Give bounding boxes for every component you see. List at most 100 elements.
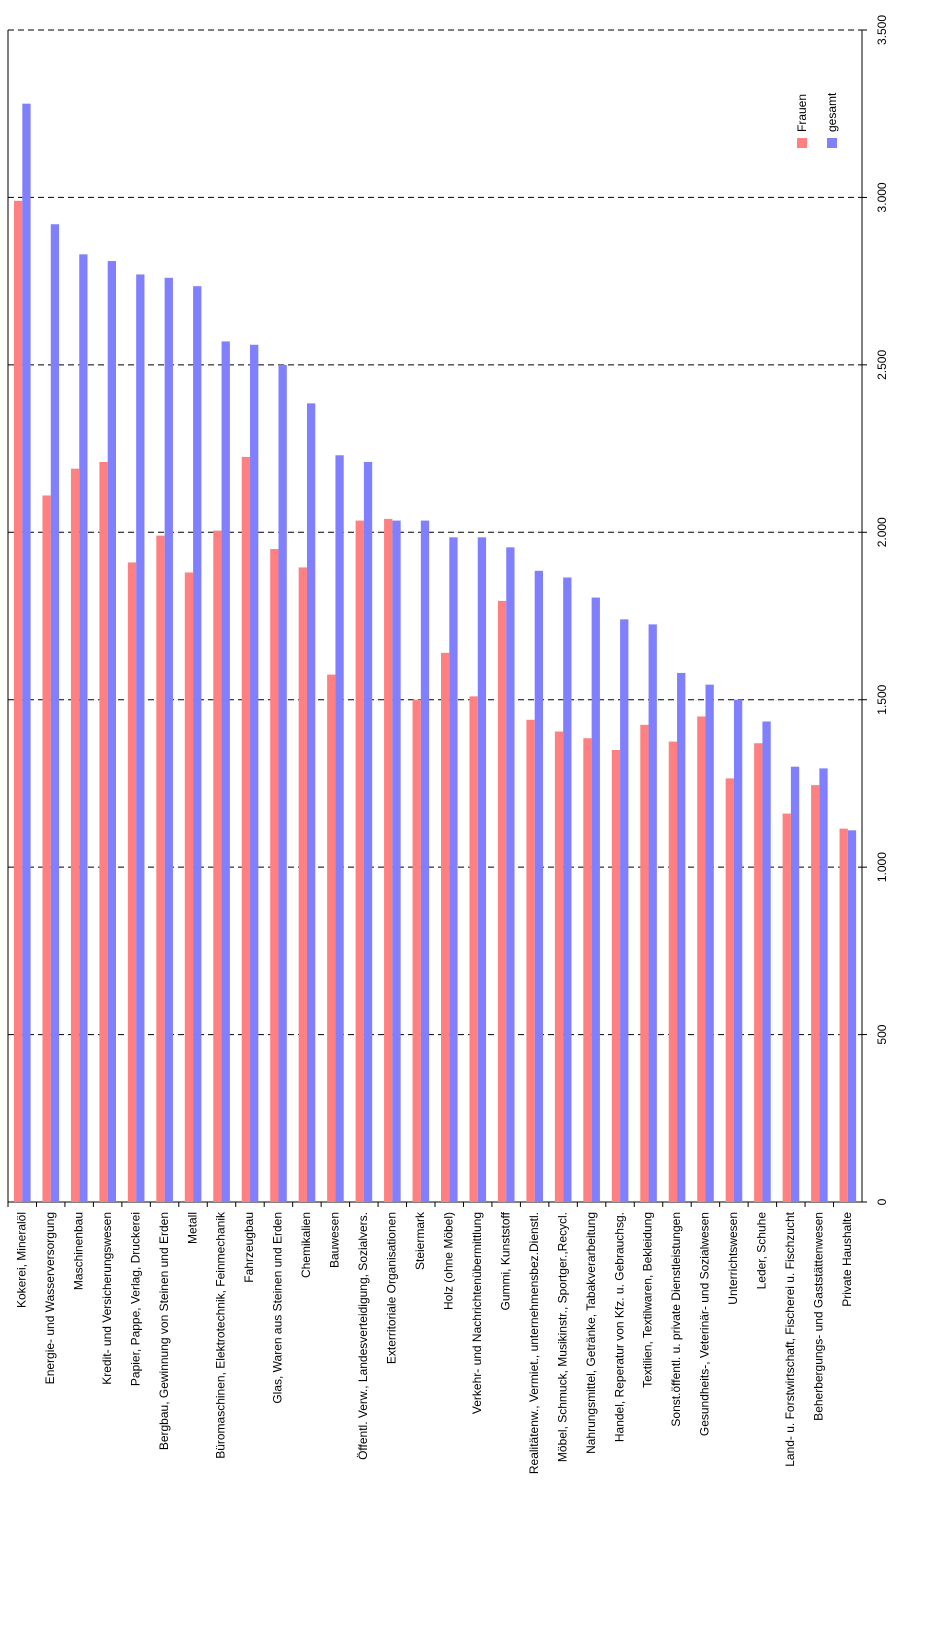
x-tick-label: Sonst.öffentl. u. private Dienstleistung… (669, 1212, 683, 1427)
bar (469, 696, 478, 1202)
y-tick-label: 2.000 (875, 517, 889, 547)
bar (107, 261, 116, 1203)
y-tick-label: 3.000 (875, 182, 889, 212)
x-tick-label: Verkehr- und Nachrichtenübermittlung (470, 1212, 484, 1414)
bar (811, 785, 820, 1202)
bar (725, 778, 734, 1202)
x-tick-label: Bergbau, Gewinnung von Steinen und Erden (157, 1212, 171, 1450)
bar (839, 828, 848, 1202)
bar (164, 277, 173, 1202)
x-tick-label: Papier, Pappe, Verlag, Druckerei (128, 1212, 142, 1386)
bar (847, 830, 857, 1202)
bar (640, 724, 649, 1202)
bar (50, 224, 60, 1202)
x-tick-label: Fahrzeugbau (242, 1212, 256, 1283)
x-tick-label: Nahrungsmittel, Getränke, Tabakverarbeit… (584, 1212, 598, 1454)
bar (583, 738, 592, 1202)
bar (213, 530, 222, 1202)
bar (384, 518, 393, 1202)
bar (250, 344, 259, 1202)
x-tick-label: Energie- und Wasserversorgung (43, 1212, 57, 1384)
bar (611, 749, 621, 1202)
bar (70, 468, 80, 1203)
x-tick-label: Chemikalien (299, 1212, 313, 1278)
bar (620, 619, 629, 1202)
bar (184, 572, 194, 1202)
bar (733, 699, 743, 1202)
bar (477, 537, 487, 1202)
bar (355, 520, 364, 1202)
bar (327, 674, 336, 1202)
bar (754, 743, 763, 1202)
bar (79, 254, 88, 1203)
x-tick-label: Realitätenw., Vermiet., unternehmensbez.… (527, 1212, 541, 1474)
y-tick-label: 1.000 (875, 852, 889, 882)
legend-label: gesamt (825, 92, 839, 132)
legend-swatch (827, 138, 837, 148)
bar (648, 624, 657, 1202)
y-tick-label: 0 (875, 1198, 889, 1205)
bar (441, 652, 450, 1202)
bar (99, 461, 108, 1203)
x-tick-label: Gummi, Kunststoff (498, 1211, 512, 1310)
bar (677, 672, 686, 1202)
x-tick-label: Glas, Waren aus Steinen und Erden (271, 1212, 285, 1404)
bar (14, 200, 23, 1202)
bar (705, 684, 714, 1202)
legend-swatch (797, 138, 807, 148)
bar (506, 547, 515, 1202)
bar (270, 549, 279, 1202)
bar (420, 520, 430, 1202)
bar (136, 274, 145, 1203)
bar (697, 716, 706, 1202)
x-tick-label: Beherbergungs- und Gaststättenwesen (812, 1212, 826, 1421)
bar (554, 731, 564, 1202)
bar (392, 520, 401, 1202)
x-tick-label: Möbel, Schmuck, Musikinstr., Sportger.,R… (555, 1212, 569, 1462)
y-tick-label: 500 (875, 1024, 889, 1044)
bar (497, 600, 507, 1202)
x-tick-label: Kredit- und Versicherungswesen (100, 1212, 114, 1385)
bar (306, 403, 316, 1202)
bar (563, 577, 572, 1202)
legend-label: Frauen (795, 94, 809, 132)
y-tick-label: 3.500 (875, 15, 889, 45)
bar (668, 741, 678, 1202)
y-tick-label: 1.500 (875, 684, 889, 714)
bar (819, 768, 828, 1202)
x-tick-label: Büromaschinen, Elektrotechnik, Feinmecha… (214, 1211, 228, 1459)
bar (534, 570, 543, 1202)
x-tick-label: Metall (185, 1212, 199, 1244)
x-tick-label: Unterrichtswesen (726, 1212, 740, 1305)
x-tick-label: Land- u. Forstwirtschaft, Fischerei u. F… (783, 1211, 797, 1466)
x-tick-label: Steiermark (413, 1211, 427, 1270)
bar (412, 699, 421, 1202)
bar (298, 567, 307, 1202)
bar (335, 455, 344, 1203)
bar (193, 286, 202, 1202)
bar (762, 721, 771, 1202)
bar (782, 813, 791, 1202)
bar (42, 495, 51, 1202)
x-tick-label: Private Haushalte (840, 1212, 854, 1307)
x-tick-label: Leder, Schuhe (755, 1212, 769, 1290)
x-tick-label: Holz (ohne Möbel) (441, 1212, 455, 1310)
bar (363, 461, 373, 1203)
bar (449, 537, 458, 1202)
bar (526, 719, 535, 1202)
x-tick-label: Handel, Reperatur von Kfz. u. Gebrauchsg… (612, 1212, 626, 1442)
bar (278, 364, 287, 1202)
x-tick-label: Gesundheits-, Veterinär- und Sozialwesen (698, 1212, 712, 1436)
bar (156, 535, 165, 1202)
x-tick-label: Öffentl. Verw., Landesverteidigung, Sozi… (356, 1212, 370, 1460)
y-tick-label: 2.500 (875, 350, 889, 380)
bar (127, 562, 137, 1202)
x-tick-label: Bauwesen (328, 1212, 342, 1268)
x-tick-label: Exterritoriale Organisationen (385, 1212, 399, 1364)
bar (22, 103, 31, 1202)
bar (221, 341, 230, 1203)
bar (241, 456, 251, 1202)
bar (591, 597, 600, 1202)
bar (790, 766, 800, 1202)
